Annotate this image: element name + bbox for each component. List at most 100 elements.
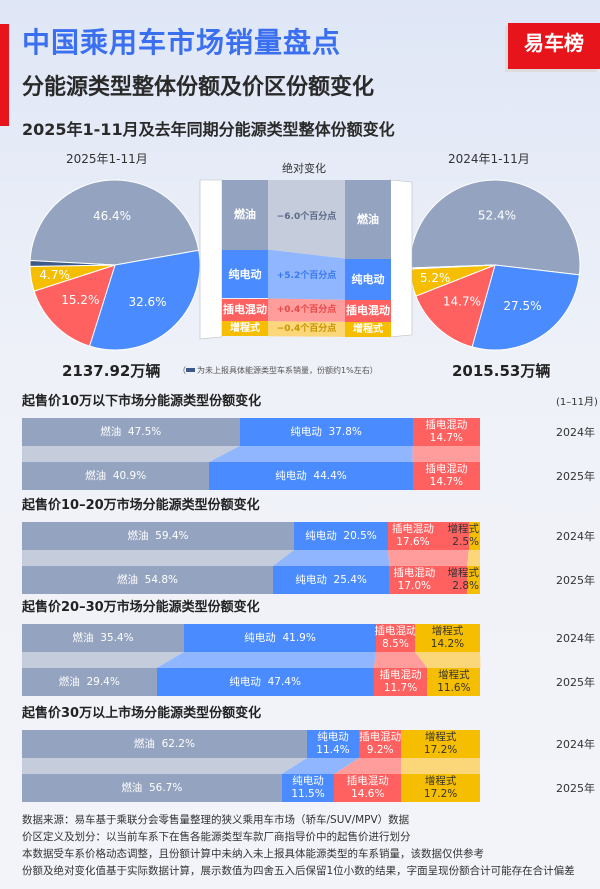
bar-connector [22, 652, 481, 668]
bar-segment-label: 燃油 29.4% [58, 675, 120, 688]
bar-connector-phev [412, 446, 480, 462]
bar-segment-fuel: 燃油 29.4% [22, 668, 157, 696]
bar-connector-phev [334, 758, 402, 774]
bar-segment-bev: 纯电动 47.4% [156, 668, 374, 696]
bar-segment-label: 插电混动 8.5% [374, 625, 417, 650]
change-title: 绝对变化 [282, 162, 326, 175]
bar-segment-phev: 插电混动 17.0% [389, 566, 468, 594]
bar-connector-bev [272, 550, 390, 566]
bar-segment-phev: 插电混动 14.7% [412, 462, 480, 490]
pie-label-erev: 5.2% [420, 271, 451, 285]
bar-connector-bev [209, 446, 413, 462]
pie-slice-phev [415, 264, 496, 348]
bar-connector-erev [414, 652, 481, 668]
bar-segment-label: 纯电动 41.9% [244, 631, 316, 644]
bar-block-title: 起售价10–20万市场分能源类型份额变化 [22, 498, 260, 513]
pie-label-bev: 32.6% [128, 295, 166, 309]
bar-segment-label: 插电混动 9.2% [359, 731, 402, 756]
bar-segment-bev: 纯电动 11.4% [306, 730, 360, 758]
total-2024: 2015.53万辆 [452, 362, 551, 380]
pie-slice-fuel [29, 179, 200, 266]
bar-segment-label: 纯电动 44.4% [275, 469, 347, 482]
change-bands [199, 179, 413, 340]
bar-segment-bev: 纯电动 44.4% [209, 462, 413, 490]
bar-segment-label: 增程式 17.2% [423, 775, 458, 800]
bar-segment-erev: 增程式 17.2% [401, 730, 480, 758]
bar-year-label: 2025年 [556, 574, 595, 587]
change-col-2025-fuel: 燃油 [222, 180, 268, 250]
bar-segment-erev: 增程式 2.8% [447, 566, 480, 594]
bar-segment-label: 增程式 14.2% [430, 625, 465, 650]
bar-segment-fuel: 燃油 59.4% [22, 522, 295, 550]
bar-connector-fuel [22, 550, 295, 566]
bar-connector-phev [373, 652, 428, 668]
bar-segment-bev: 纯电动 20.5% [294, 522, 388, 550]
brand-logo: 易车榜 [508, 23, 600, 69]
pie-slice-unknown [29, 260, 116, 267]
pie-label-fuel: 46.4% [93, 209, 131, 223]
change-col-2025-phev: 插电混动 [222, 298, 268, 322]
bar-connector-erev [467, 550, 480, 566]
bar-segment-erev: 增程式 14.2% [414, 624, 480, 652]
footer-line: 份额及绝对变化值基于实际数据计算，展示数值为四舍五入后保留1位小数的结果，字面呈… [22, 865, 575, 877]
bar-connector [22, 446, 480, 462]
change-col-2024-phev: 插电混动 [345, 299, 391, 322]
change-value-fuel: −6.0个百分点 [276, 211, 337, 222]
page-title: 中国乘用车市场销量盘点 [22, 26, 342, 59]
bar-year-label: 2024年 [556, 426, 595, 439]
change-col-2024-fuel: 燃油 [345, 180, 391, 259]
pie-label-phev: 14.7% [443, 295, 481, 309]
change-col-2024-bev: 纯电动 [345, 258, 391, 300]
bar-segment-bev: 纯电动 25.4% [272, 566, 390, 594]
bar-segment-phev: 插电混动 14.7% [412, 418, 480, 446]
period-label: (1–11月) [556, 397, 598, 408]
bar-connector [22, 550, 480, 566]
bar-segment-bev: 纯电动 37.8% [239, 418, 413, 446]
bar-segment-fuel: 燃油 54.8% [22, 566, 273, 594]
change-value-bev: +5.2个百分点 [276, 271, 337, 282]
bar-segment-label: 纯电动 11.5% [291, 775, 325, 800]
section-title: 2025年1-11月及去年同期分能源类型整体份额变化 [22, 120, 395, 139]
bar-segment-fuel: 燃油 40.9% [22, 462, 210, 490]
pie-connector-right [389, 179, 413, 338]
bar-segment-label: 燃油 35.4% [72, 631, 134, 644]
bar-year-label: 2024年 [556, 632, 595, 645]
bar-segment-label: 燃油 47.5% [100, 425, 162, 438]
bar-segment-label: 插电混动 17.6% [391, 523, 434, 548]
bar-segment-erev: 增程式 2.5% [447, 522, 480, 550]
bar-connector [22, 758, 480, 774]
bar-segment-fuel: 燃油 62.2% [22, 730, 307, 758]
change-value-erev: −0.4个百分点 [276, 323, 337, 334]
footer-line: 本数据受车系价格动态调整，且份额计算中未纳入未上报具体能源类型的车系销量，该数据… [22, 848, 484, 860]
bar-segment-label: 插电混动 14.6% [346, 775, 389, 800]
bar-segment-fuel: 燃油 56.7% [22, 774, 282, 802]
bar-segment-label: 燃油 56.7% [121, 781, 183, 794]
bar-segment-label: 燃油 62.2% [133, 737, 195, 750]
bar-connector-phev [387, 550, 469, 566]
bar-segment-label: 纯电动 20.5% [305, 529, 377, 542]
change-band-fuel [268, 180, 345, 259]
bar-segment-label: 燃油 59.4% [127, 529, 189, 542]
pie-label-fuel: 52.4% [478, 209, 516, 223]
pie-connector-left [199, 179, 223, 340]
bar-connector-fuel [22, 446, 240, 462]
pie-label-phev: 15.2% [61, 293, 99, 307]
bar-segment-label: 纯电动 25.4% [295, 573, 367, 586]
pie-charts: 46.4% 32.6% 15.2% 4.7% 52.4% 27.5% 14.7% 5.2% [29, 179, 581, 351]
total-2025: 2137.92万辆 [62, 362, 161, 380]
bar-segment-phev: 插电混动 14.6% [334, 774, 402, 802]
bar-segment-erev: 增程式 17.2% [401, 774, 480, 802]
pie-slice-bev [471, 264, 580, 351]
bar-year-label: 2025年 [556, 676, 595, 689]
bar-connector-fuel [22, 758, 307, 774]
footer-line: 价区定义及划分：以当前车系下在售各能源类型车款厂商指导价中的起售价进行划分 [22, 831, 411, 843]
change-band-erev [268, 321, 345, 337]
bar-block-title: 起售价30万以上市场分能源类型份额变化 [22, 706, 262, 721]
unknown-legend-swatch [186, 368, 195, 372]
pie-slice-fuel [409, 179, 581, 276]
bar-connector-bev [281, 758, 360, 774]
footer-line: 数据来源：易车基于乘联分会零售量整理的狭义乘用车市场（轿车/SUV/MPV）数据 [22, 814, 410, 826]
bar-segment-label: 燃油 54.8% [116, 573, 178, 586]
bar-segment-label: 纯电动 47.4% [229, 675, 301, 688]
title-accent-bar [0, 24, 9, 126]
